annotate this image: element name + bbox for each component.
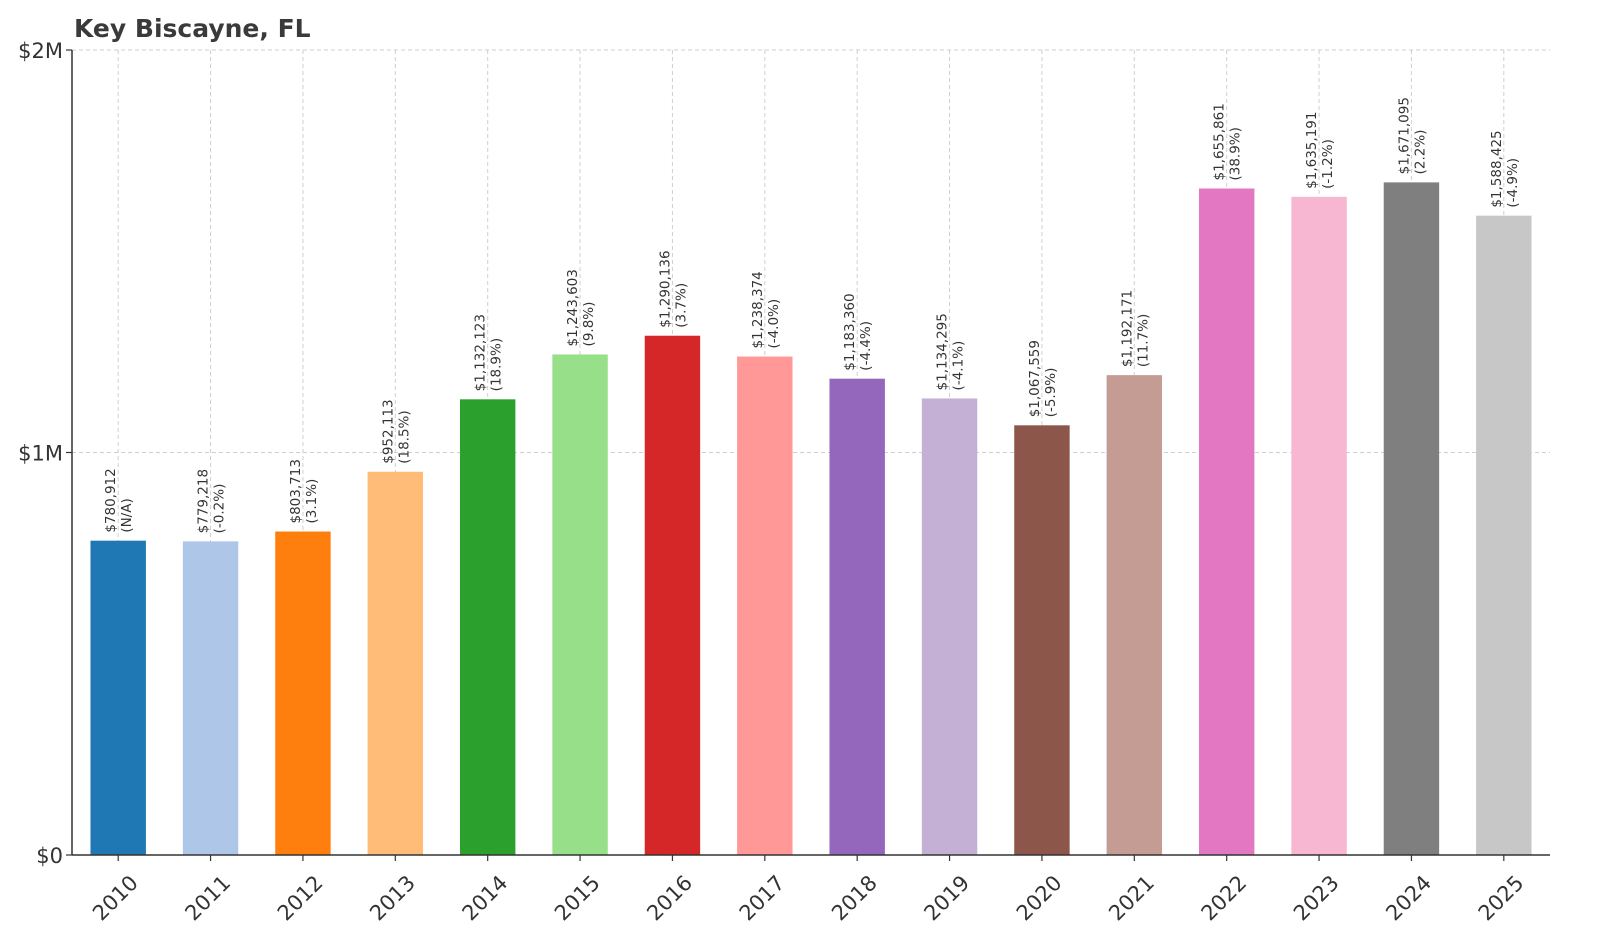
bar-change-label: (-4.9%) bbox=[1505, 158, 1521, 208]
bar bbox=[829, 378, 885, 855]
chart-title: Key Biscayne, FL bbox=[74, 14, 311, 43]
bar-layer bbox=[90, 182, 1532, 856]
x-tick-label: 2017 bbox=[735, 871, 790, 926]
bar-change-label: (38.9%) bbox=[1228, 127, 1244, 180]
bar-change-label: (-1.2%) bbox=[1320, 139, 1336, 189]
bar-value-label: $1,671,095 bbox=[1396, 97, 1412, 174]
bar-change-label: (9.8%) bbox=[581, 302, 597, 347]
bar-change-label: (-4.4%) bbox=[858, 321, 874, 371]
y-tick-label: $2M bbox=[18, 39, 63, 63]
bar bbox=[1106, 375, 1163, 855]
bar bbox=[182, 541, 239, 855]
y-tick-label: $1M bbox=[18, 442, 63, 466]
bar-change-label: (18.9%) bbox=[489, 338, 505, 391]
bar-change-label: (2.2%) bbox=[1412, 130, 1428, 175]
x-tick-label: 2011 bbox=[180, 871, 235, 926]
bar-change-label: (N/A) bbox=[119, 498, 135, 532]
bar-value-label: $1,655,861 bbox=[1212, 103, 1228, 180]
bar-change-label: (-5.9%) bbox=[1043, 368, 1059, 418]
bar bbox=[1198, 188, 1255, 856]
bar-value-label: $952,113 bbox=[380, 399, 396, 463]
bar bbox=[459, 399, 516, 855]
bar-change-label: (-4.1%) bbox=[951, 341, 967, 391]
bar bbox=[1014, 425, 1070, 855]
label-layer: $780,912 (N/A) $779,218 (-0.2%) $803,713 (3.1… bbox=[103, 97, 1521, 533]
bar bbox=[1383, 182, 1440, 855]
x-tick-label: 2021 bbox=[1104, 871, 1159, 926]
bar bbox=[1291, 196, 1347, 855]
x-tick-label: 2025 bbox=[1474, 871, 1529, 926]
bar-change-label: (3.1%) bbox=[304, 479, 320, 524]
x-tick-label: 2018 bbox=[827, 871, 882, 926]
bar bbox=[921, 398, 978, 855]
bar-value-label: $779,218 bbox=[196, 469, 212, 533]
bar bbox=[644, 335, 701, 856]
bar-value-label: $1,192,171 bbox=[1119, 290, 1135, 367]
bar-value-label: $1,635,191 bbox=[1304, 112, 1320, 189]
bar-value-label: $1,132,123 bbox=[473, 314, 489, 391]
x-tick-label: 2024 bbox=[1381, 871, 1436, 926]
y-tick-label: $0 bbox=[36, 844, 63, 868]
bar-value-label: $1,134,295 bbox=[935, 313, 951, 390]
x-tick-label: 2022 bbox=[1197, 871, 1252, 926]
bar bbox=[737, 356, 793, 855]
bar-value-label: $1,290,136 bbox=[657, 250, 673, 327]
bar-value-label: $1,183,360 bbox=[842, 293, 858, 370]
bar-change-label: (-4.0%) bbox=[766, 299, 782, 349]
bar-value-label: $1,238,374 bbox=[750, 271, 766, 348]
x-tick-label: 2014 bbox=[458, 871, 513, 926]
bar-value-label: $803,713 bbox=[288, 459, 304, 523]
bar bbox=[1476, 215, 1532, 855]
bar bbox=[552, 354, 608, 855]
bar-change-label: (11.7%) bbox=[1135, 314, 1151, 367]
x-tick-label: 2013 bbox=[365, 871, 420, 926]
x-tick-label: 2010 bbox=[88, 871, 143, 926]
bar bbox=[275, 531, 331, 855]
bar-value-label: $780,912 bbox=[103, 468, 119, 532]
x-tick-label: 2019 bbox=[919, 871, 974, 926]
x-tick-label: 2016 bbox=[642, 871, 697, 926]
bar-value-label: $1,067,559 bbox=[1027, 340, 1043, 417]
x-tick-label: 2020 bbox=[1012, 871, 1067, 926]
bar-change-label: (-0.2%) bbox=[212, 484, 228, 534]
x-tick-label: 2023 bbox=[1289, 871, 1344, 926]
bar-value-label: $1,243,603 bbox=[565, 269, 581, 346]
x-tick-label: 2012 bbox=[273, 871, 328, 926]
bar-change-label: (18.5%) bbox=[396, 410, 412, 463]
bar-value-label: $1,588,425 bbox=[1489, 130, 1505, 207]
bar bbox=[367, 471, 424, 855]
x-tick-label: 2015 bbox=[550, 871, 605, 926]
bar bbox=[90, 540, 146, 855]
bar-change-label: (3.7%) bbox=[673, 283, 689, 328]
